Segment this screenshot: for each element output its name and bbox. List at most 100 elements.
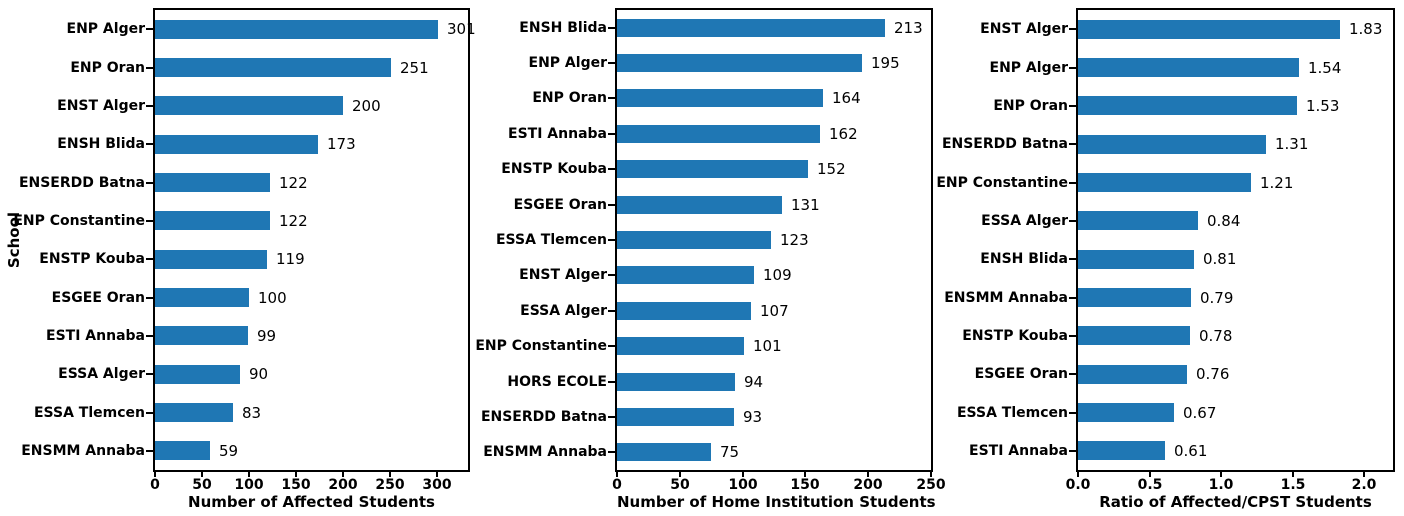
- bar-value-label: 123: [780, 231, 809, 249]
- x-tick-mark: [1363, 472, 1365, 477]
- y-tick-mark: [146, 67, 153, 69]
- bar: [617, 408, 734, 426]
- bar-value-label: 152: [817, 160, 846, 178]
- category-tick-label: ESGEE Oran: [974, 366, 1068, 382]
- x-tick-mark: [742, 472, 744, 477]
- x-tick-label: 50: [192, 477, 212, 493]
- bar: [617, 19, 885, 37]
- y-tick-mark: [608, 381, 615, 383]
- bar-value-label: 1.21: [1260, 174, 1294, 192]
- x-tick-mark: [1220, 472, 1222, 477]
- category-tick-label: ENSERDD Batna: [941, 136, 1068, 152]
- x-tick-mark: [1077, 472, 1079, 477]
- bar: [155, 288, 249, 307]
- bar-value-label: 101: [753, 337, 782, 355]
- y-tick-mark: [1069, 143, 1076, 145]
- plot-area: 301 251 200 173 122 122 119 100 99 90 83 59: [153, 8, 476, 472]
- bar: [1078, 58, 1299, 77]
- bar: [1078, 173, 1251, 192]
- x-tick-label: 2.0: [1351, 477, 1377, 493]
- bar: [155, 96, 343, 115]
- x-tick-mark: [154, 472, 156, 477]
- x-tick-label: 50: [670, 477, 690, 493]
- y-tick-mark: [608, 204, 615, 206]
- bar: [617, 54, 862, 72]
- bar-value-label: 99: [257, 327, 277, 345]
- plot-area: 1.83 1.54 1.53 1.31 1.21 0.84 0.81 0.79 0.78 0.76…: [1076, 8, 1395, 472]
- category-tick-label: ESTI Annaba: [508, 126, 607, 142]
- bar: [617, 89, 823, 107]
- bar: [617, 373, 735, 391]
- y-tick-mark: [146, 335, 153, 337]
- x-tick-mark: [867, 472, 869, 477]
- y-tick-mark: [608, 274, 615, 276]
- x-tick-mark: [1149, 472, 1151, 477]
- x-tick-label: 200: [328, 477, 358, 493]
- bar: [155, 326, 248, 345]
- x-tick-label: 1.5: [1280, 477, 1306, 493]
- bar: [155, 58, 391, 77]
- bar-value-label: 0.84: [1207, 212, 1241, 230]
- category-tick-label: ENP Alger: [528, 55, 607, 71]
- x-axis-label-ratio: Ratio of Affected/CPST Students: [1099, 493, 1372, 511]
- bar: [1078, 211, 1198, 230]
- y-tick-mark: [608, 27, 615, 29]
- bar: [155, 403, 233, 422]
- y-tick-mark: [608, 97, 615, 99]
- y-tick-mark: [146, 105, 153, 107]
- x-tick-label: 150: [790, 477, 820, 493]
- y-tick-mark: [1069, 335, 1076, 337]
- bar-value-label: 93: [743, 408, 763, 426]
- bar-value-label: 75: [720, 443, 740, 461]
- bar: [155, 135, 318, 154]
- y-tick-mark: [146, 373, 153, 375]
- category-tick-label: HORS ECOLE: [507, 374, 607, 390]
- bar: [1078, 441, 1165, 460]
- category-tick-label: ESTI Annaba: [46, 328, 145, 344]
- category-tick-label: ENSTP Kouba: [39, 251, 145, 267]
- y-tick-mark: [146, 143, 153, 145]
- bar-value-label: 0.76: [1196, 365, 1230, 383]
- bar-value-label: 0.78: [1199, 327, 1233, 345]
- bar: [617, 302, 751, 320]
- bar-value-label: 0.79: [1200, 289, 1234, 307]
- bar-value-label: 94: [744, 373, 764, 391]
- x-tick-label: 0: [612, 477, 622, 493]
- y-tick-mark: [1069, 258, 1076, 260]
- y-tick-mark: [1069, 297, 1076, 299]
- category-tick-label: ESSA Tlemcen: [956, 405, 1068, 421]
- category-tick-label: ENSTP Kouba: [962, 328, 1068, 344]
- y-axis-label: School: [5, 211, 23, 269]
- bar-value-label: 122: [279, 212, 308, 230]
- bar: [155, 441, 210, 460]
- x-tick-label: 0.0: [1065, 477, 1091, 493]
- bar-value-label: 1.83: [1349, 20, 1383, 38]
- bar-value-label: 195: [871, 54, 900, 72]
- y-tick-mark: [1069, 373, 1076, 375]
- bar-value-label: 83: [242, 404, 262, 422]
- bar-value-label: 213: [894, 19, 923, 37]
- x-tick-label: 250: [916, 477, 946, 493]
- category-tick-label: ENSMM Annaba: [21, 443, 145, 459]
- category-tick-label: ESGEE Oran: [51, 290, 145, 306]
- category-tick-label: ENSMM Annaba: [483, 444, 607, 460]
- category-tick-label: ENSH Blida: [57, 136, 145, 152]
- bar: [1078, 250, 1194, 269]
- x-tick-label: 1.0: [1208, 477, 1234, 493]
- bar-value-label: 1.54: [1308, 59, 1342, 77]
- category-tick-label: ENP Constantine: [936, 175, 1068, 191]
- x-tick-mark: [342, 472, 344, 477]
- x-axis-label-affected: Number of Affected Students: [188, 493, 435, 511]
- bar-value-label: 1.53: [1306, 97, 1340, 115]
- category-tick-label: ENP Alger: [66, 21, 145, 37]
- y-tick-mark: [146, 220, 153, 222]
- y-tick-mark: [1069, 67, 1076, 69]
- bar-value-label: 301: [447, 20, 476, 38]
- category-tick-label: ENP Oran: [70, 60, 145, 76]
- x-tick-mark: [679, 472, 681, 477]
- category-tick-label: ENST Alger: [980, 21, 1068, 37]
- x-tick-mark: [389, 472, 391, 477]
- bar: [155, 173, 270, 192]
- x-tick-mark: [616, 472, 618, 477]
